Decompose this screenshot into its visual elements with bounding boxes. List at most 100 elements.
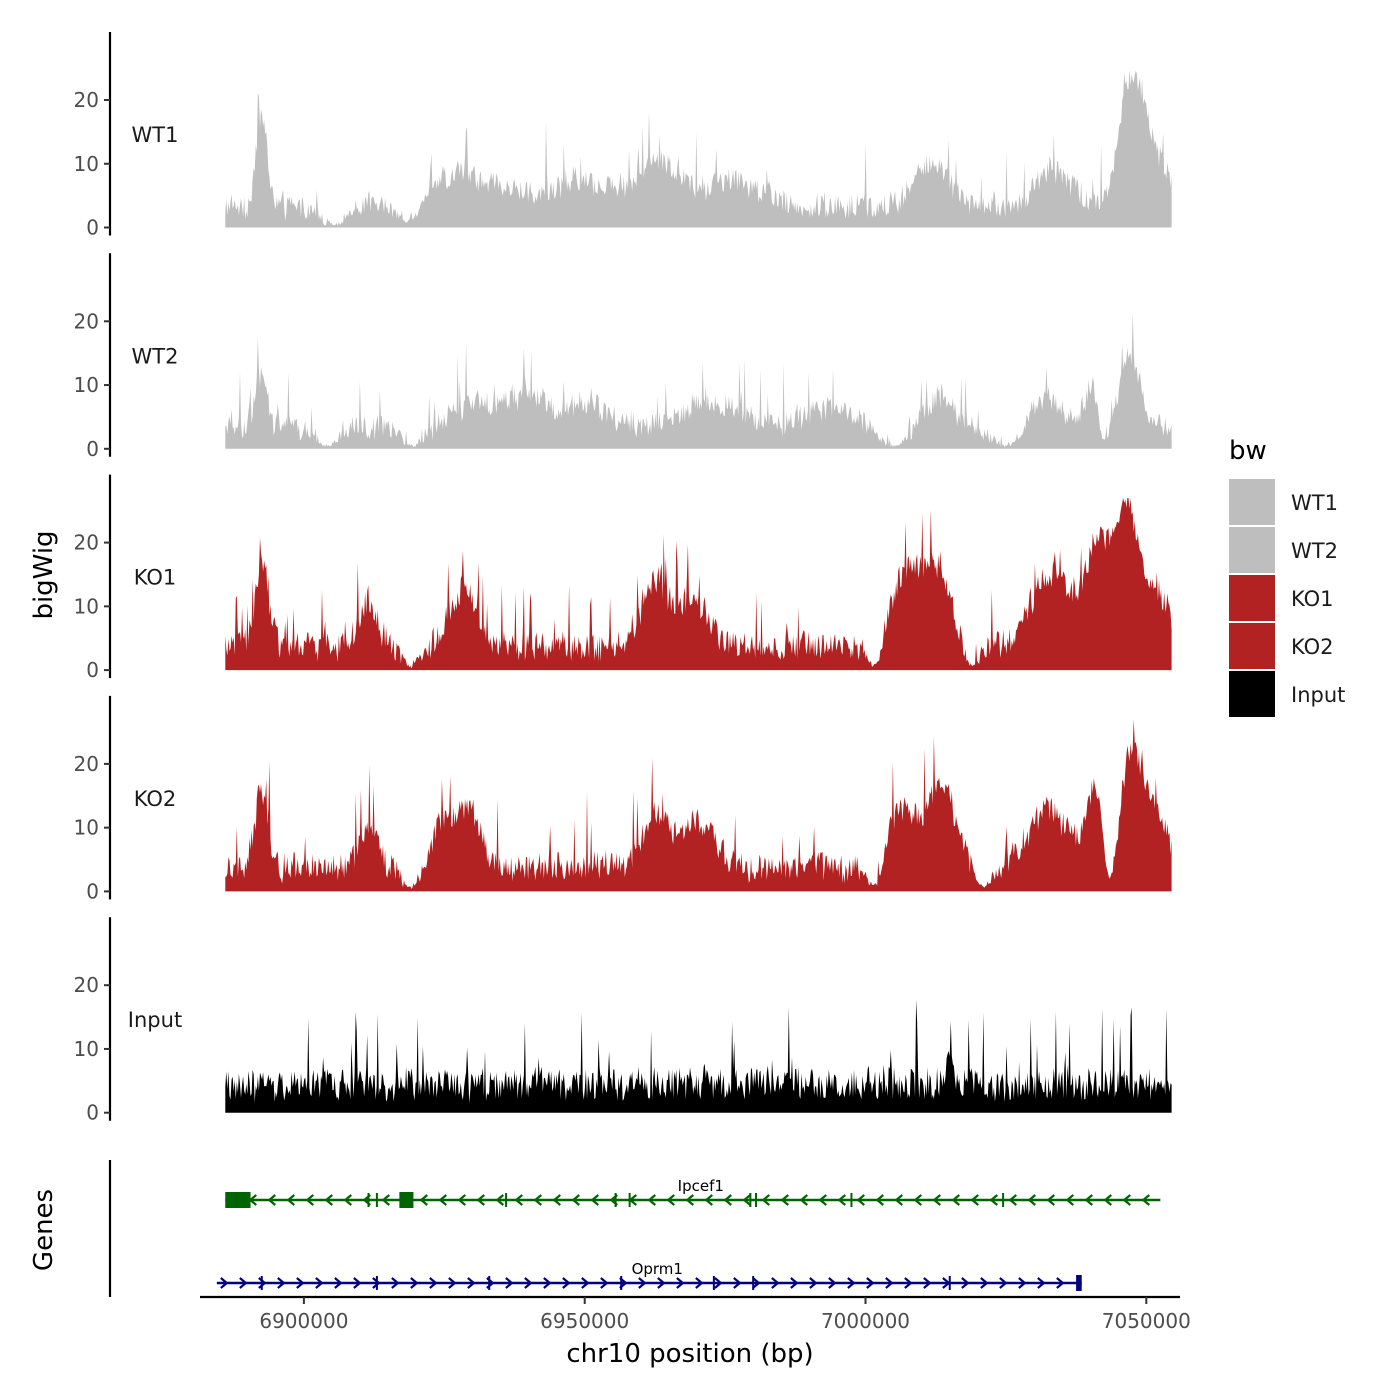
strand-arrow — [267, 1194, 276, 1206]
strand-arrow — [1122, 1194, 1131, 1206]
y-axis-title: bigWig — [29, 530, 59, 619]
track-label: WT2 — [132, 344, 179, 368]
track-label: KO2 — [134, 787, 177, 811]
y-tick-label: 0 — [86, 1101, 99, 1125]
gene-name-label: Ipcef1 — [678, 1177, 724, 1195]
x-axis-title: chr10 position (bp) — [566, 1339, 813, 1369]
strand-arrow — [1103, 1194, 1112, 1206]
strand-arrow — [1018, 1277, 1027, 1289]
strand-arrow — [970, 1194, 979, 1206]
strand-arrow — [771, 1277, 780, 1289]
legend-item: KO2 — [1229, 623, 1334, 669]
legend-item: KO1 — [1229, 575, 1334, 621]
strand-arrow — [904, 1277, 913, 1289]
strand-arrow — [296, 1277, 305, 1289]
y-tick-label: 20 — [74, 752, 99, 776]
strand-arrow — [951, 1194, 960, 1206]
legend-label: Input — [1291, 683, 1345, 707]
x-tick-label: 6950000 — [540, 1309, 629, 1333]
y-tick-label: 0 — [86, 437, 99, 461]
strand-arrow — [571, 1194, 580, 1206]
strand-arrow — [1084, 1194, 1093, 1206]
x-tick-label: 7000000 — [821, 1309, 910, 1333]
strand-arrow — [467, 1277, 476, 1289]
strand-arrow — [429, 1277, 438, 1289]
y-tick-label: 10 — [74, 816, 99, 840]
gene-name-label: Oprm1 — [632, 1260, 683, 1278]
strand-arrow — [780, 1194, 789, 1206]
track-signal-area — [225, 311, 1172, 449]
strand-arrow — [277, 1277, 286, 1289]
strand-arrow — [334, 1277, 343, 1289]
strand-arrow — [647, 1194, 656, 1206]
y-tick-label: 20 — [74, 531, 99, 555]
genes-track: Ipcef1 Oprm1 — [108, 1160, 1161, 1297]
track-ko2: 0 10 20 KO2 — [74, 695, 1172, 903]
strand-arrow — [315, 1277, 324, 1289]
legend-title: bw — [1229, 436, 1267, 466]
strand-arrow — [828, 1277, 837, 1289]
track-label: KO1 — [134, 566, 177, 590]
strand-arrow — [723, 1194, 732, 1206]
strand-arrow — [381, 1194, 390, 1206]
strand-arrow — [239, 1277, 248, 1289]
gene-oprm1: Oprm1 — [216, 1260, 1082, 1291]
strand-arrow — [866, 1277, 875, 1289]
strand-arrow — [220, 1277, 229, 1289]
legend-label: WT1 — [1291, 491, 1338, 515]
strand-arrow — [590, 1194, 599, 1206]
strand-arrow — [980, 1277, 989, 1289]
strand-arrow — [524, 1277, 533, 1289]
track-signal-area — [225, 719, 1172, 892]
track-label: Input — [128, 1008, 182, 1032]
strand-arrow — [657, 1277, 666, 1289]
strand-arrow — [913, 1194, 922, 1206]
gene-exon — [225, 1192, 251, 1208]
strand-arrow — [562, 1277, 571, 1289]
y-tick-label: 0 — [86, 658, 99, 682]
strand-arrow — [856, 1194, 865, 1206]
strand-arrow — [714, 1277, 723, 1289]
strand-arrow — [761, 1194, 770, 1206]
strand-arrow — [847, 1277, 856, 1289]
legend-swatch — [1229, 479, 1275, 525]
strand-arrow — [438, 1194, 447, 1206]
strand-arrow — [818, 1194, 827, 1206]
legend-item: WT2 — [1229, 527, 1338, 573]
x-tick-label: 6900000 — [259, 1309, 348, 1333]
strand-arrow — [704, 1194, 713, 1206]
gene-exon — [399, 1192, 414, 1208]
strand-arrow — [961, 1277, 970, 1289]
strand-arrow — [391, 1277, 400, 1289]
strand-arrow — [1141, 1194, 1150, 1206]
legend-label: KO2 — [1291, 635, 1334, 659]
legend-label: KO1 — [1291, 587, 1334, 611]
gene-ipcef1: Ipcef1 — [225, 1177, 1161, 1208]
strand-arrow — [324, 1194, 333, 1206]
strand-arrow — [666, 1194, 675, 1206]
track-wt2: 0 10 20 WT2 — [74, 253, 1172, 461]
strand-arrow — [638, 1277, 647, 1289]
strand-arrow — [505, 1277, 514, 1289]
genes-axis-title: Genes — [29, 1189, 59, 1271]
strand-arrow — [1037, 1277, 1046, 1289]
track-label: WT1 — [132, 123, 179, 147]
strand-arrow — [790, 1277, 799, 1289]
strand-arrow — [999, 1277, 1008, 1289]
strand-arrow — [875, 1194, 884, 1206]
signal-tracks: 0 10 20 WT1 0 10 20 WT2 0 10 20 KO1 0 10 20 KO2 0 10 20 Inp… — [74, 32, 1172, 1125]
strand-arrow — [410, 1277, 419, 1289]
y-tick-label: 0 — [86, 879, 99, 903]
track-ko1: 0 10 20 KO1 — [74, 474, 1172, 682]
strand-arrow — [552, 1194, 561, 1206]
gene-exon — [1076, 1275, 1082, 1291]
strand-arrow — [885, 1277, 894, 1289]
strand-arrow — [989, 1194, 998, 1206]
strand-arrow — [742, 1194, 751, 1206]
x-axis: 6900000 6950000 7000000 7050000 — [200, 1295, 1191, 1333]
strand-arrow — [419, 1194, 428, 1206]
y-tick-label: 10 — [74, 373, 99, 397]
legend-swatch — [1229, 671, 1275, 717]
strand-arrow — [1056, 1277, 1065, 1289]
